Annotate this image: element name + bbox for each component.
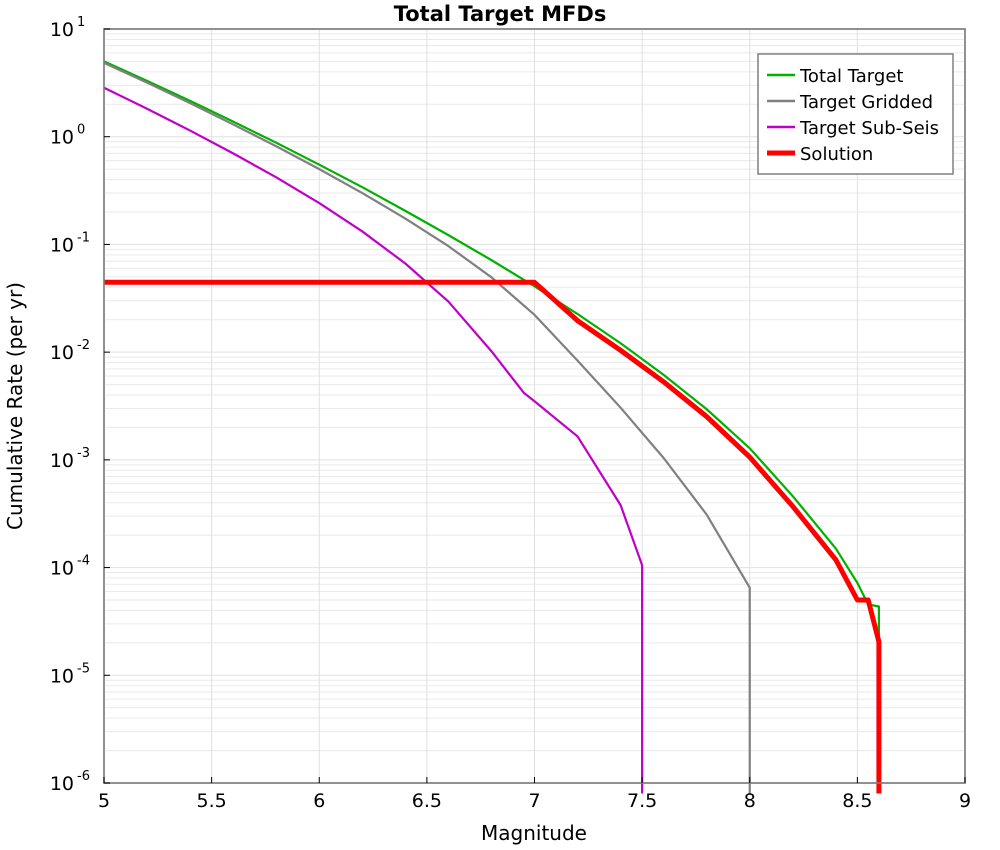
y-tick-label: 10 -2 [50,338,90,364]
y-tick-mantissa: 10 [50,665,74,687]
chart-title: Total Target MFDs [394,2,607,26]
legend-label: Target Sub-Seis [799,118,939,139]
y-tick-exponent: -4 [77,554,90,569]
y-axis-label: Cumulative Rate (per yr) [3,282,27,530]
legend-item-target-gridded[interactable]: Target Gridded [767,92,933,113]
x-tick-label: 8.5 [842,790,872,812]
y-tick-exponent: -6 [77,769,90,784]
y-tick-label: 10 -5 [50,661,90,687]
series-line-solution [104,279,882,794]
x-tick-label: 6.5 [412,790,442,812]
y-tick-exponent: -5 [77,661,90,676]
legend-label: Total Target [799,66,903,87]
y-tick-mantissa: 10 [50,773,74,795]
y-tick-exponent: -2 [77,338,90,353]
y-tick-label: 10 -3 [50,446,90,472]
legend-item-target-sub-seis[interactable]: Target Sub-Seis [767,118,939,139]
y-tick-exponent: 0 [77,123,85,138]
y-tick-label: 10 0 [50,123,85,149]
x-tick-label: 8 [744,790,756,812]
x-tick-label: 5 [98,790,110,812]
y-tick-mantissa: 10 [50,127,74,149]
y-tick-exponent: -1 [77,230,90,245]
series-line-target-gridded [103,61,751,794]
x-tick-label: 5.5 [197,790,227,812]
x-tick-label: 6 [313,790,325,812]
legend-label: Solution [800,144,873,165]
y-tick-label: 10 -4 [50,554,90,580]
data-series-layer [103,60,882,794]
axis-ticks: 5 5.5 6 6.5 7 7.5 8 8.5 910 110 010 -110 -210 -310 -41… [50,15,971,812]
y-tick-mantissa: 10 [50,342,74,364]
x-tick-label: 7.5 [627,790,657,812]
x-tick-label: 9 [959,790,971,812]
legend-label: Target Gridded [799,92,933,113]
legend-item-solution[interactable]: Solution [767,144,873,165]
y-tick-mantissa: 10 [50,19,74,41]
y-tick-exponent: 1 [77,15,85,30]
y-tick-label: 10 -6 [50,769,90,795]
x-axis-label: Magnitude [481,821,587,845]
y-tick-mantissa: 10 [50,450,74,472]
x-tick-label: 7 [528,790,540,812]
legend-item-total-target[interactable]: Total Target [767,66,903,87]
y-tick-label: 10 1 [50,15,85,41]
y-tick-mantissa: 10 [50,234,74,256]
y-tick-exponent: -3 [77,446,90,461]
y-tick-mantissa: 10 [50,558,74,580]
chart-legend[interactable]: Total Target Target Gridded Target Sub-Sei… [757,53,954,175]
y-tick-label: 10 -1 [50,230,90,256]
